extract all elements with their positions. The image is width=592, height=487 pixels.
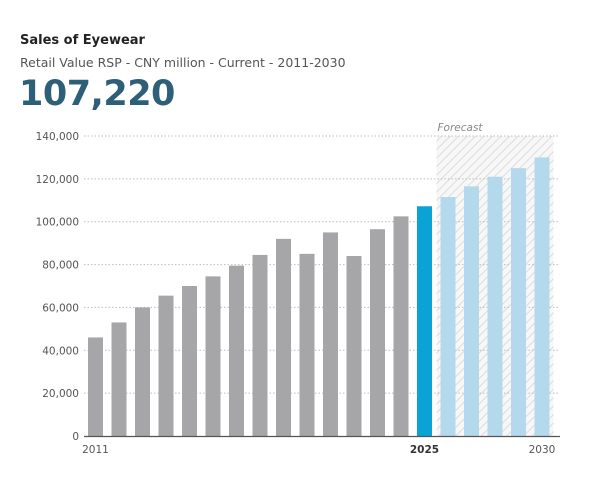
bar-2011 xyxy=(88,337,103,436)
bar-2028 xyxy=(487,176,503,436)
y-tick-label: 80,000 xyxy=(42,260,79,272)
bar-2030 xyxy=(534,157,550,436)
chart-title: Sales of Eyewear xyxy=(20,33,145,48)
bar-2019 xyxy=(276,238,291,436)
bar-2015 xyxy=(182,286,197,436)
y-tick-label: 140,000 xyxy=(36,131,79,143)
y-tick-label: 40,000 xyxy=(42,345,79,357)
bar-2021 xyxy=(323,232,338,436)
bar-2013 xyxy=(135,307,150,436)
bar-2016 xyxy=(205,276,221,436)
bar-2018 xyxy=(252,254,268,436)
x-tick-label-2030: 2030 xyxy=(529,444,556,456)
x-tick-label-2011: 2011 xyxy=(82,444,109,456)
y-tick-label: 120,000 xyxy=(36,174,79,186)
bar-2022 xyxy=(346,256,362,436)
headline-value: 107,220 xyxy=(19,74,175,114)
bar-2023 xyxy=(370,229,385,436)
bar-2017 xyxy=(229,265,244,436)
bar-2029 xyxy=(511,168,526,436)
bar-2027 xyxy=(464,186,479,436)
bar-2012 xyxy=(111,322,127,436)
y-tick-label: 0 xyxy=(72,431,79,443)
y-tick-label: 100,000 xyxy=(36,217,79,229)
bar-2024 xyxy=(393,216,409,436)
y-tick-label: 20,000 xyxy=(42,388,79,400)
bar-2020 xyxy=(299,253,315,436)
x-tick-label-2025: 2025 xyxy=(410,444,439,456)
forecast-label: Forecast xyxy=(438,122,484,134)
y-tick-label: 60,000 xyxy=(42,302,79,314)
chart-subtitle: Retail Value RSP - CNY million - Current… xyxy=(20,55,346,70)
bar-2025 xyxy=(417,206,432,436)
bar-2014 xyxy=(158,295,174,436)
bar-2026 xyxy=(440,197,456,436)
